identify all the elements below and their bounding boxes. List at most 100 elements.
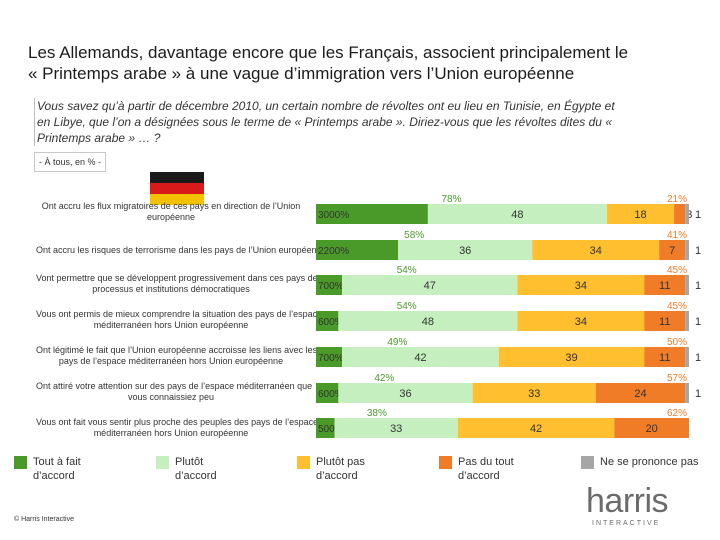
- data-label: 500%: [318, 424, 344, 435]
- bar-segment: [685, 347, 689, 367]
- german-flag-icon: [150, 172, 204, 205]
- bar-segment: [644, 347, 686, 367]
- legend-label: Plutôt pas d’accord: [316, 456, 365, 482]
- bar-segment: [316, 275, 343, 295]
- data-label: 20: [646, 423, 658, 435]
- total-disagree-label: 45%: [667, 301, 687, 312]
- title-line-2: « Printemps arabe » à une vague d’immigr…: [28, 64, 575, 83]
- bar-segment: [342, 347, 499, 367]
- legend-swatch: [439, 456, 452, 469]
- data-label: 7: [669, 245, 675, 257]
- bar-segment: [595, 383, 686, 403]
- total-disagree-label: 57%: [667, 373, 687, 384]
- survey-question: Vous savez qu’à partir de décembre 2010,…: [34, 98, 677, 146]
- data-label: 3000%: [318, 210, 349, 221]
- bar-segment: [498, 347, 645, 367]
- row-label: Vont permettre que se développent progre…: [36, 273, 323, 294]
- data-label: 34: [590, 245, 602, 257]
- total-disagree-label: 62%: [667, 408, 687, 419]
- total-disagree-label: 45%: [667, 265, 687, 276]
- bar-segment: [338, 383, 473, 403]
- bar-segment: [532, 240, 660, 260]
- title-line-1: Les Allemands, davantage encore que les …: [28, 43, 629, 62]
- data-label: 48: [511, 209, 523, 221]
- bar-segment: [659, 240, 686, 260]
- bar-segment: [338, 311, 518, 331]
- bar-segment: [614, 418, 689, 438]
- legend-swatch: [14, 456, 27, 469]
- bar-segment: [644, 311, 686, 331]
- data-label: 600%: [318, 317, 344, 328]
- bar-segment: [685, 383, 689, 403]
- row-label: Ont accru les flux migratoires de ces pa…: [41, 201, 301, 222]
- legend-label: Pas du tout d’accord: [458, 456, 514, 482]
- legend-label: Tout à fait d’accord: [33, 456, 81, 482]
- logo-subtitle: INTERACTIVE: [592, 520, 661, 527]
- bar-segment: [685, 275, 689, 295]
- legend-label: Plutôt d’accord: [175, 456, 217, 482]
- bar-segment: [606, 204, 675, 224]
- data-label: 2200%: [318, 246, 349, 257]
- bar-segment: [472, 383, 596, 403]
- harris-logo: harris INTERACTIVE: [580, 482, 700, 534]
- data-label: 47: [424, 280, 436, 292]
- bar-segment: [457, 418, 615, 438]
- data-label: 700%: [318, 281, 344, 292]
- bar-segment: [316, 204, 428, 224]
- total-agree-label: 78%: [441, 194, 461, 205]
- question-line-3: Printemps arabe » … ?: [37, 131, 161, 145]
- total-disagree-label: 41%: [667, 230, 687, 241]
- bar-segment: [316, 418, 335, 438]
- bar-segment: [342, 275, 518, 295]
- bar-segment: [427, 204, 607, 224]
- bar-segment: [685, 204, 689, 224]
- legend-label: Ne se prononce pas: [600, 456, 699, 468]
- question-line-1: Vous savez qu’à partir de décembre 2010,…: [37, 99, 615, 113]
- data-label: 48: [422, 316, 434, 328]
- row-label: Ont accru les risques de terrorisme dans…: [36, 244, 327, 255]
- base-note: - À tous, en % -: [34, 152, 107, 172]
- legend-swatch: [581, 456, 594, 469]
- page-title: Les Allemands, davantage encore que les …: [28, 42, 708, 84]
- flag-stripe-red: [150, 183, 204, 194]
- data-label: 1: [695, 280, 701, 292]
- data-label: 11: [659, 316, 670, 328]
- data-label: 42: [530, 423, 542, 435]
- total-agree-label: 54%: [397, 301, 417, 312]
- total-agree-label: 38%: [367, 408, 387, 419]
- data-label: 36: [459, 245, 471, 257]
- data-label: 600%: [318, 389, 344, 400]
- total-disagree-label: 21%: [667, 194, 687, 205]
- data-label: 1: [695, 316, 701, 328]
- bar-segment: [316, 383, 339, 403]
- bar-segment: [685, 240, 689, 260]
- question-line-2: en Libye, que l’on a désignées sous le t…: [37, 115, 612, 129]
- bar-segment: [644, 275, 686, 295]
- bar-segment: [685, 311, 689, 331]
- data-label: 1: [695, 209, 701, 221]
- data-label: 1: [695, 388, 701, 400]
- data-label: 34: [575, 316, 587, 328]
- legend-swatch: [297, 456, 310, 469]
- bar-segment: [316, 347, 343, 367]
- data-label: 11: [659, 280, 670, 292]
- data-label: 18: [634, 209, 646, 221]
- bar-segment: [316, 311, 339, 331]
- row-label: Ont attiré votre attention sur des pays …: [36, 381, 313, 402]
- data-label: 34: [575, 280, 587, 292]
- data-label: 42: [414, 352, 426, 364]
- bar-segment: [316, 240, 399, 260]
- flag-stripe-gold: [150, 194, 204, 205]
- data-label: 33: [390, 423, 402, 435]
- bar-segment: [517, 311, 645, 331]
- data-label: 24: [634, 388, 646, 400]
- data-label: 33: [528, 388, 540, 400]
- legend-swatch: [156, 456, 169, 469]
- total-agree-label: 54%: [397, 265, 417, 276]
- bar-segment: [674, 204, 686, 224]
- bar-segment: [334, 418, 458, 438]
- flag-stripe-black: [150, 172, 204, 183]
- row-label: Ont légitimé le fait que l’Union europée…: [36, 345, 318, 366]
- logo-wordmark: harris: [586, 482, 669, 520]
